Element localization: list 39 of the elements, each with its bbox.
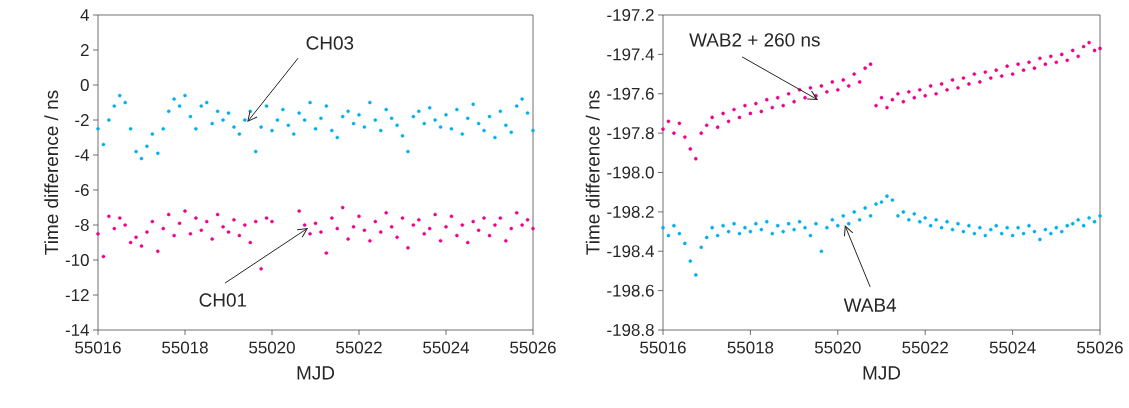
y-axis-title: Time difference / ns (44, 90, 59, 255)
y-tick-label: -197.4 (607, 48, 655, 61)
x-axis-title: MJD (297, 366, 335, 380)
y-tick-label: -197.8 (607, 127, 654, 140)
y-tick-label: 2 (80, 44, 89, 56)
x-tick-label: 55024 (423, 341, 470, 354)
x-tick-label: 55026 (1077, 341, 1123, 354)
y-tick-label: -198.2 (607, 205, 654, 218)
x-tick-label: 55018 (162, 341, 208, 354)
y-tick-label: -198.6 (607, 284, 654, 297)
text: CH03 (306, 36, 354, 50)
y-tick-label: 4 (80, 9, 89, 21)
y-tick-label: -8 (75, 219, 89, 231)
y-tick-label: -6 (75, 184, 89, 196)
y-tick-label: 0 (80, 79, 89, 91)
y-tick-label: -198.8 (607, 324, 654, 336)
x-tick-label: 55018 (727, 341, 774, 354)
series-label: CH01 (199, 293, 247, 307)
x-tick-label: 55026 (510, 341, 556, 354)
x-tick-label: 55024 (989, 341, 1036, 354)
text: WAB4 (843, 298, 897, 312)
x-axis-title: MJD (863, 366, 901, 380)
series-label: WAB2 + 260 ns (689, 33, 820, 47)
x-tick-label: 55020 (814, 341, 861, 354)
x-tick-label: 55020 (249, 341, 295, 354)
x-tick-label: 55016 (640, 341, 686, 354)
y-tick-label: -14 (65, 324, 89, 336)
y-tick-label: -10 (65, 254, 89, 266)
y-tick-label: -197.2 (607, 9, 654, 21)
y-tick-label: -4 (75, 149, 89, 161)
y-tick-label: -198.0 (607, 166, 654, 179)
y-tick-label: -2 (75, 114, 89, 126)
y-tick-label: -12 (65, 289, 89, 301)
x-tick-label: 55022 (902, 341, 948, 354)
y-axis-title: Time difference / ns (585, 90, 600, 255)
y-tick-label: -197.6 (607, 87, 654, 100)
x-tick-label: 55016 (75, 341, 121, 354)
y-tick-label: -198.4 (607, 245, 655, 258)
x-tick-label: 55022 (336, 341, 382, 354)
